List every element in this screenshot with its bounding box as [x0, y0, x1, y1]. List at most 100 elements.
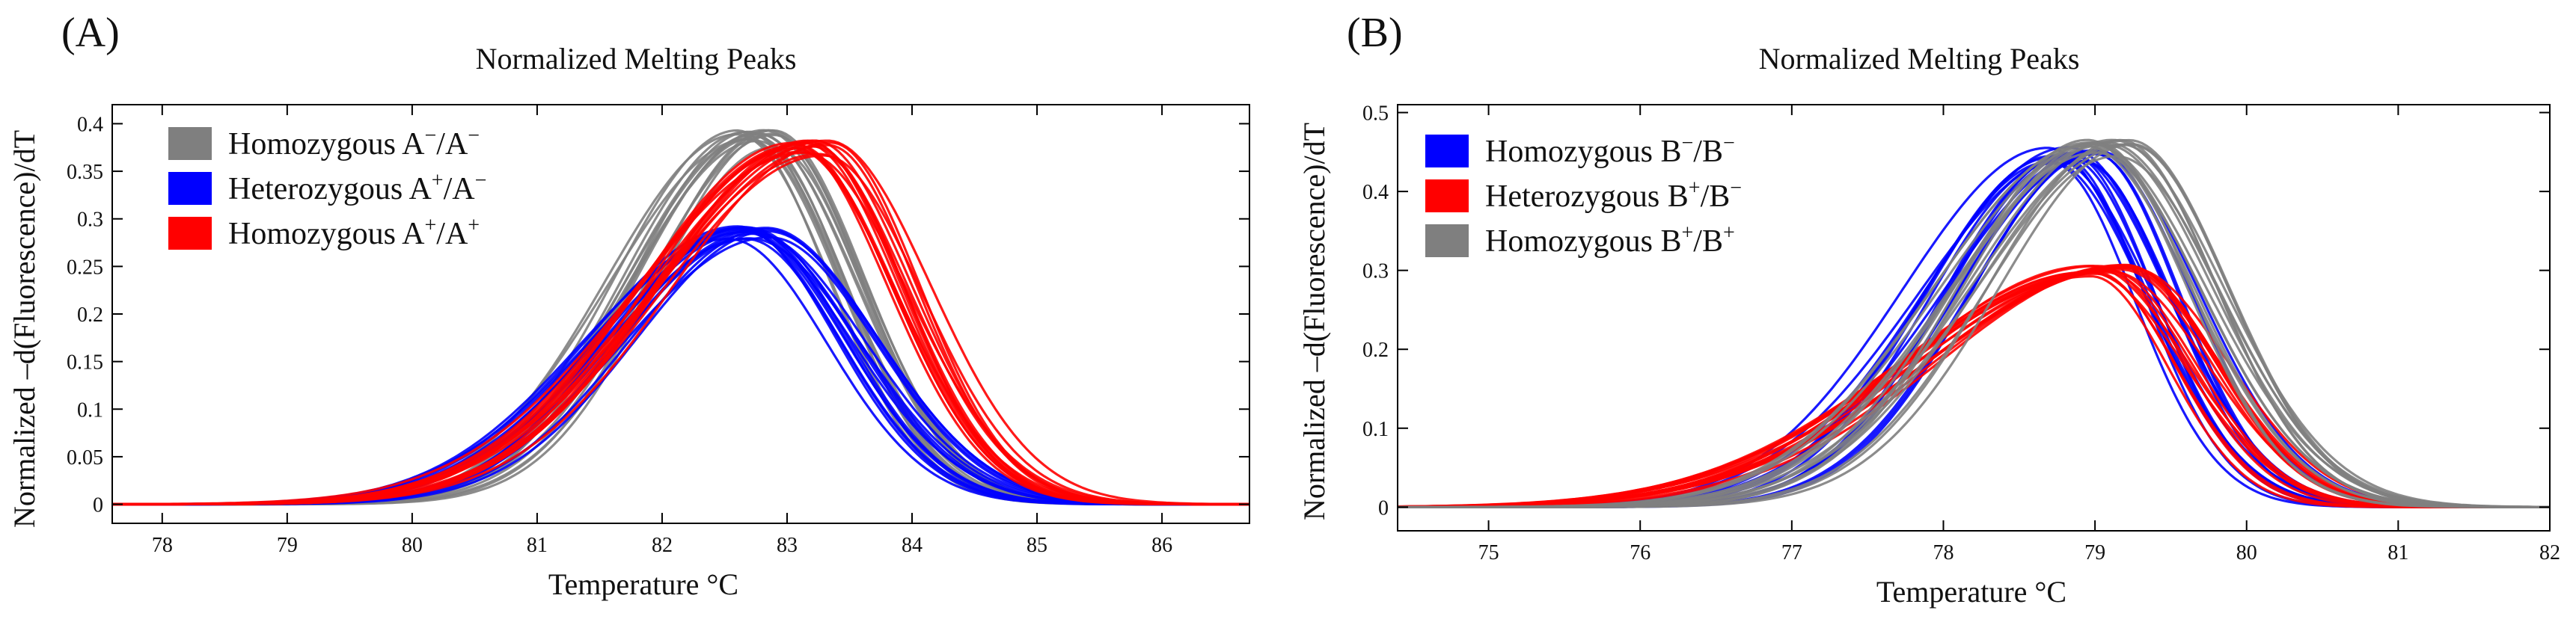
legend-text: /B [1693, 224, 1723, 259]
legend-text: Homozygous B [1485, 224, 1682, 259]
series-layer-a [112, 129, 1249, 506]
chart-title-b: Normalized Melting Peaks [1759, 42, 2080, 76]
y-tick-label: 0.2 [77, 304, 103, 327]
y-tick-label: 0.4 [77, 113, 103, 136]
legend-swatch-gray [1425, 224, 1469, 257]
axes-b: 75 76 77 78 79 80 81 82 0 0.1 0.2 0.3 0.4 0.5 [1362, 102, 2560, 564]
legend-superscript: − [1723, 132, 1735, 155]
x-tick-label: 82 [2539, 541, 2560, 564]
y-tick-label: 0.1 [1362, 418, 1389, 441]
series-line-red-14 [1398, 264, 2550, 508]
y-tick-label: 0.4 [1362, 181, 1389, 204]
legend-superscript: + [1689, 176, 1701, 200]
series-red-a [112, 139, 1249, 506]
series-red-b [1398, 263, 2550, 508]
y-tick-label: 0.05 [67, 446, 103, 469]
x-tick-label: 79 [277, 534, 298, 557]
series-line-red-6 [1398, 270, 2550, 508]
x-tick-label: 81 [527, 534, 548, 557]
x-tick-label: 85 [1027, 534, 1047, 557]
panel-label-a: (A) [61, 10, 120, 56]
x-tick-label: 86 [1151, 534, 1172, 557]
legend-superscript: + [1682, 221, 1694, 244]
legend-text: Homozygous A [228, 217, 425, 251]
y-tick-label: 0 [1378, 496, 1389, 520]
series-line-red-1 [1398, 265, 2550, 508]
legend-text: Heterozygous A [228, 172, 432, 206]
y-tick-label: 0.25 [67, 256, 103, 279]
legend-text: Heterozygous B [1485, 179, 1689, 214]
legend-superscript: + [425, 214, 437, 237]
plot-area-b: Homozygous B−/B−Heterozygous B+/B−Homozy… [1362, 102, 2560, 564]
axes-a: 78 79 80 81 82 83 84 85 86 0 0.05 0.1 0.15 0.2 0.25 0.3… [67, 104, 1250, 557]
y-tick-label: 0.5 [1362, 102, 1389, 126]
series-layer-b [1398, 138, 2550, 508]
y-tick-label: 0.2 [1362, 339, 1389, 362]
legend-superscript: + [468, 214, 480, 237]
series-gray-b [1398, 138, 2550, 508]
x-tick-label: 82 [652, 534, 673, 557]
legend-label-red: Homozygous A+/A+ [228, 214, 480, 251]
series-line-red-15 [1398, 265, 2550, 508]
legend-text: /A [436, 217, 468, 251]
y-tick-label: 0.35 [67, 161, 103, 184]
legend-label-blue: Heterozygous A+/A− [228, 169, 486, 206]
panel-b: (B) Normalized Melting Peaks Normalized … [1297, 10, 2560, 609]
legend-text: /A [436, 127, 468, 161]
series-line-red-12 [1398, 265, 2550, 508]
legend-superscript: − [468, 124, 480, 147]
x-tick-label: 79 [2084, 541, 2105, 564]
x-tick-label: 80 [2236, 541, 2257, 564]
series-line-red-2 [1398, 263, 2550, 508]
series-line-red-10 [1398, 264, 2550, 508]
legend-superscript: + [432, 169, 444, 192]
legend-label-red: Heterozygous B+/B− [1485, 176, 1742, 214]
y-tick-label: 0.15 [67, 351, 103, 375]
series-line-red-2 [112, 154, 1249, 506]
x-axis-label-a: Temperature °C [548, 567, 738, 601]
panel-a: (A) Normalized Melting Peaks Normalized … [7, 10, 1250, 601]
legend-swatch-red [1425, 179, 1469, 212]
legend-swatch-blue [168, 172, 212, 205]
legend-superscript: + [1723, 221, 1735, 244]
legend-b: Homozygous B−/B−Heterozygous B+/B−Homozy… [1425, 132, 1742, 259]
legend-a: Homozygous A−/A−Heterozygous A+/A−Homozy… [168, 124, 486, 251]
legend-swatch-red [168, 217, 212, 250]
series-line-red-10 [112, 151, 1249, 506]
legend-label-gray: Homozygous B+/B+ [1485, 221, 1735, 259]
legend-swatch-blue [1425, 135, 1469, 167]
legend-text: /B [1693, 135, 1723, 169]
x-tick-label: 78 [152, 534, 173, 557]
y-axis-label-b: Normalized –d(Fluorescence)/dT [1297, 123, 1331, 520]
series-line-red-13 [1398, 270, 2550, 508]
x-tick-label: 83 [777, 534, 798, 557]
series-line-red-4 [1398, 268, 2550, 508]
series-line-red-16 [112, 141, 1249, 506]
y-tick-label: 0 [93, 494, 103, 517]
x-tick-label: 76 [1630, 541, 1650, 564]
plot-area-a: Homozygous A−/A−Heterozygous A+/A−Homozy… [67, 104, 1250, 557]
x-tick-label: 80 [402, 534, 423, 557]
legend-text: Homozygous B [1485, 135, 1682, 169]
panel-label-b: (B) [1347, 10, 1403, 56]
y-tick-label: 0.1 [77, 398, 103, 422]
legend-swatch-gray [168, 127, 212, 160]
legend-label-gray: Homozygous A−/A− [228, 124, 480, 161]
x-tick-label: 75 [1478, 541, 1499, 564]
legend-text: Homozygous A [228, 127, 425, 161]
legend-superscript: − [1682, 132, 1694, 155]
series-line-red-16 [1398, 274, 2550, 508]
series-line-red-5 [1398, 266, 2550, 508]
legend-superscript: − [1730, 176, 1742, 200]
x-tick-label: 84 [902, 534, 923, 557]
x-tick-label: 77 [1781, 541, 1802, 564]
x-tick-label: 81 [2387, 541, 2408, 564]
legend-text: /A [444, 172, 476, 206]
series-line-red-4 [112, 153, 1249, 506]
series-line-red-11 [1398, 268, 2550, 508]
x-tick-label: 78 [1933, 541, 1954, 564]
x-axis-label-b: Temperature °C [1876, 575, 2066, 609]
chart-title-a: Normalized Melting Peaks [476, 42, 797, 76]
